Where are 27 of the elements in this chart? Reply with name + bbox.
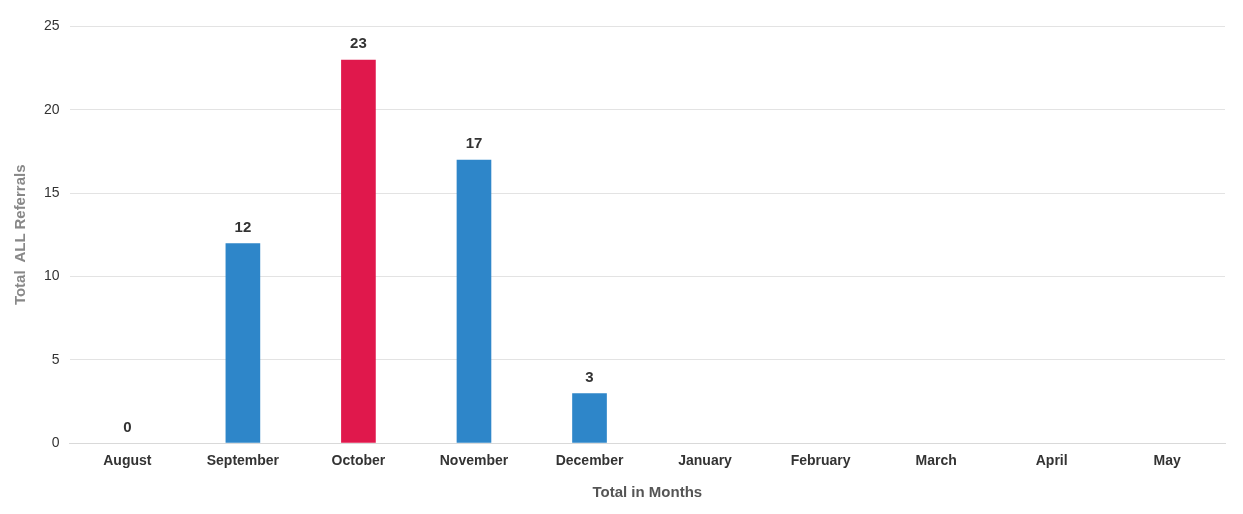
y-tick-label: 5 — [51, 350, 60, 367]
bar — [456, 159, 492, 443]
y-tick-label: 0 — [51, 434, 60, 451]
data-label: 0 — [123, 417, 132, 435]
data-label: 12 — [234, 217, 252, 235]
y-axis-title: Total ALL Referrals — [11, 164, 29, 306]
y-tick-label: 10 — [43, 267, 60, 284]
bar — [225, 243, 261, 443]
x-tick-label: April — [1035, 452, 1068, 469]
x-tick-label: May — [1153, 452, 1182, 469]
x-tick-label: March — [915, 452, 957, 469]
x-tick-label: December — [555, 452, 624, 469]
bar — [572, 393, 607, 443]
x-tick-label: November — [439, 452, 509, 469]
y-tick-label: 20 — [43, 100, 60, 117]
x-tick-label: August — [103, 452, 152, 469]
x-tick-label: October — [331, 452, 386, 469]
x-tick-label: September — [206, 452, 280, 469]
data-label: 23 — [350, 34, 367, 52]
x-tick-label: February — [790, 452, 851, 469]
bar — [341, 59, 376, 443]
y-tick-label: 15 — [43, 183, 60, 200]
x-tick-label: January — [678, 452, 733, 469]
x-axis-title: Total in Months — [592, 483, 703, 501]
data-label: 3 — [585, 367, 594, 385]
y-tick-label: 25 — [43, 17, 60, 34]
data-label: 17 — [465, 134, 483, 152]
